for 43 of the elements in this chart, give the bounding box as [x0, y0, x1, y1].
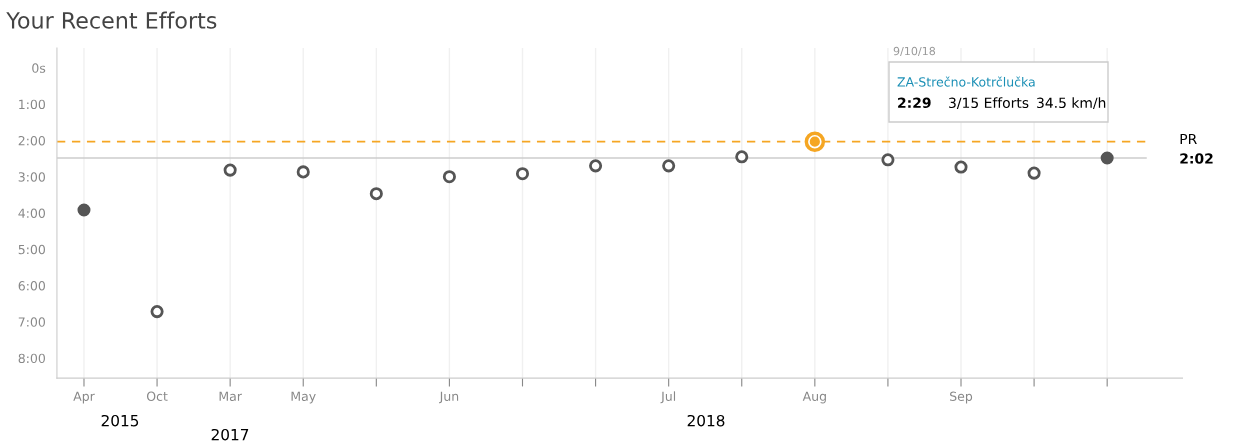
x-tick-label: Mar	[219, 391, 242, 401]
text: 2018	[687, 414, 725, 427]
point	[150, 305, 164, 319]
x-tick-label: Aug	[802, 391, 826, 404]
x-tick-label: Jul	[660, 391, 676, 404]
x-tick-label: Sep	[950, 391, 973, 404]
y-tick-label: 7:00	[18, 317, 45, 327]
text: 2017	[211, 428, 249, 441]
y-tick-label: 2:00	[18, 135, 45, 146]
x-tick-label: May	[291, 391, 316, 404]
annotation: 9/10/18	[893, 46, 936, 57]
point	[589, 159, 603, 173]
y-tick-label: 4:00	[18, 208, 45, 218]
annotation: 34.5 km/h	[1037, 97, 1106, 110]
point	[735, 150, 749, 164]
x-tick-label: Oct	[146, 391, 168, 401]
y-tick-label: 6:00	[18, 281, 45, 291]
text: 2:02	[1180, 153, 1213, 164]
point	[662, 159, 676, 173]
chart-title: Your Recent Efforts	[6, 11, 217, 29]
annotation: 2:29	[898, 97, 931, 109]
annotation: ZA-Strečno-Kotrčlučka	[897, 76, 1035, 87]
x-tick-label: Apr	[73, 391, 95, 404]
x-tick-label: Jun	[439, 391, 459, 404]
y-tick-label: 3:00	[18, 172, 45, 182]
point	[296, 165, 310, 179]
point	[369, 187, 383, 201]
y-tick-label: 8:00	[18, 353, 45, 364]
y-tick-label: 1:00	[19, 99, 45, 110]
point	[1100, 151, 1114, 165]
point	[442, 170, 456, 184]
point	[1027, 166, 1041, 180]
point	[954, 160, 968, 174]
point	[881, 153, 895, 167]
y-tick-label: 0s	[32, 63, 46, 73]
point	[515, 167, 530, 181]
ref-line-label: PR	[1180, 133, 1197, 145]
text: 2015	[101, 414, 139, 427]
point	[804, 131, 826, 152]
y-tick-label: 5:00	[18, 244, 45, 255]
point	[223, 163, 237, 177]
point	[77, 203, 91, 217]
annotation: 3/15 Efforts	[949, 97, 1029, 110]
